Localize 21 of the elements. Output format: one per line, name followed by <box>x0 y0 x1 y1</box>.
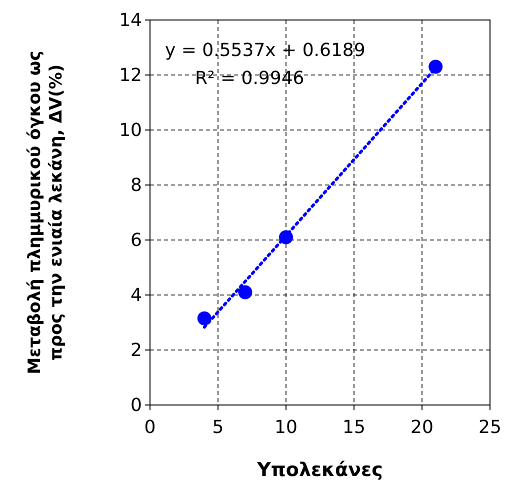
annotation: R² = 0.9946 <box>195 68 304 89</box>
y-tick-label: 14 <box>119 10 142 31</box>
y-tick-label: 0 <box>130 394 142 416</box>
x-tick-label: 5 <box>212 416 224 438</box>
y-tick-label: 2 <box>130 340 142 361</box>
y-tick-label: 8 <box>130 174 142 196</box>
x-tick-label: 0 <box>144 416 156 438</box>
annotation: y = 0.5537x + 0.6189 <box>165 40 366 61</box>
x-tick-label: 25 <box>478 416 502 438</box>
y-tick-label: 10 <box>119 120 142 141</box>
x-tick-label: 20 <box>410 416 434 438</box>
x-axis-title: Υπολεκάνες <box>256 459 383 481</box>
y-tick-label: 4 <box>130 284 142 306</box>
point <box>428 60 443 74</box>
point <box>238 285 252 300</box>
y-tick-label: 12 <box>119 64 142 86</box>
y-axis-title: Μεταβολή πλημμυρικού όγκου ως προς την ενιαία λεκάνη, ΔV(%) <box>25 50 66 374</box>
x-tick-label: 15 <box>342 416 366 438</box>
y-tick-label: 6 <box>130 230 142 251</box>
x-tick-label: 10 <box>274 416 298 438</box>
point <box>197 311 212 326</box>
